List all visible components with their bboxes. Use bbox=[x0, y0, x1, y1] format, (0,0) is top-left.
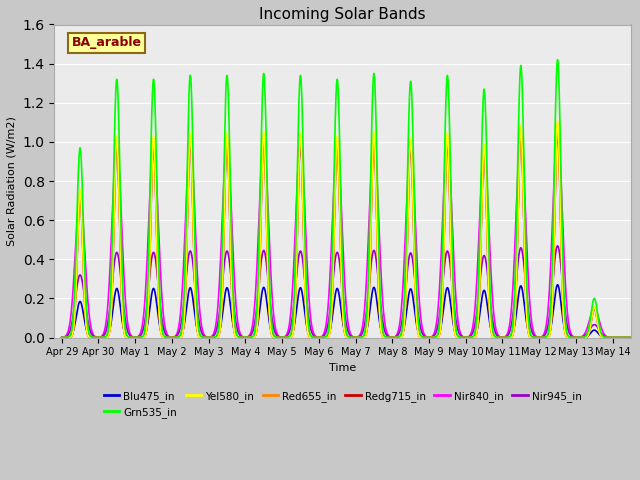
Text: BA_arable: BA_arable bbox=[72, 36, 141, 49]
X-axis label: Time: Time bbox=[329, 363, 356, 373]
Title: Incoming Solar Bands: Incoming Solar Bands bbox=[259, 7, 426, 22]
Y-axis label: Solar Radiation (W/m2): Solar Radiation (W/m2) bbox=[7, 116, 17, 246]
Legend: Blu475_in, Grn535_in, Yel580_in, Red655_in, Redg715_in, Nir840_in, Nir945_in: Blu475_in, Grn535_in, Yel580_in, Red655_… bbox=[99, 386, 586, 422]
